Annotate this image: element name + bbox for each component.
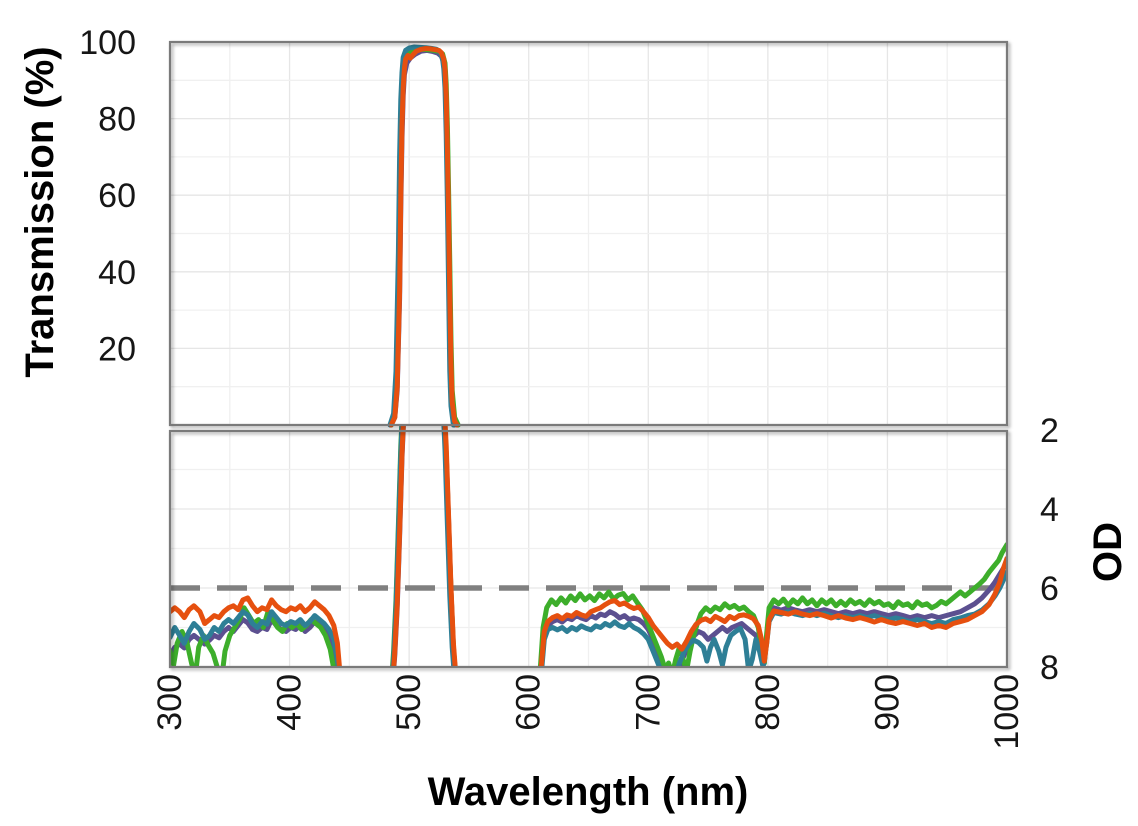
od-tick-label: 2 <box>1040 412 1059 450</box>
wavelength-tick-label: 300 <box>151 674 189 731</box>
series-orange-transmission-trace <box>388 46 460 428</box>
od-tick-label: 6 <box>1040 570 1059 608</box>
wavelength-tick-label: 500 <box>390 674 428 731</box>
wavelength-tick-label: 700 <box>629 674 667 731</box>
y-axis-title-od: OD <box>1086 522 1130 582</box>
od-tick-label: 8 <box>1040 649 1059 687</box>
wavelength-tick-label: 900 <box>868 674 906 731</box>
transmission-tick-label: 20 <box>98 330 136 368</box>
wavelength-tick-label: 800 <box>749 674 787 731</box>
wavelength-tick-label: 600 <box>510 674 548 731</box>
transmission-tick-label: 80 <box>98 101 136 139</box>
x-axis-title-wavelength: Wavelength (nm) <box>427 770 749 814</box>
series-orange-od-trace <box>170 424 1007 667</box>
wavelength-tick-label: 400 <box>271 674 309 731</box>
od-tick-label: 4 <box>1040 491 1059 529</box>
y-axis-title-transmission: Transmission (%) <box>18 46 62 378</box>
transmission-tick-label: 100 <box>79 24 136 62</box>
od-panel-frame <box>168 429 1009 669</box>
wavelength-tick-label: 1000 <box>988 674 1026 750</box>
transmission-tick-label: 40 <box>98 254 136 292</box>
transmission-tick-label: 60 <box>98 177 136 215</box>
transmission-panel-frame <box>168 40 1009 427</box>
